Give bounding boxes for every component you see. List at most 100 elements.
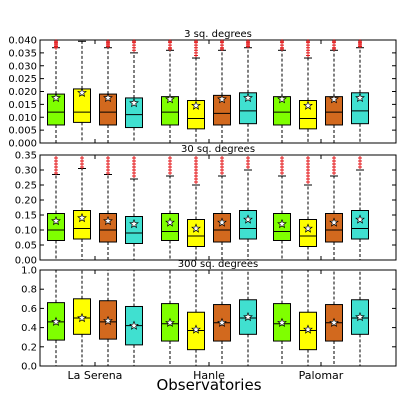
mean-marker [103,92,113,103]
box-la-serena-4 [125,39,143,144]
outlier-marker [168,156,172,160]
outlier-marker [332,39,336,44]
mean-marker [217,217,227,227]
y-tick-label: 0.25 [15,181,37,192]
box-palomar-3 [325,269,343,367]
box-hanle-3 [213,269,231,367]
outlier-marker [194,156,198,160]
outlier-marker [246,39,250,44]
box-body [213,213,231,243]
mean-marker [243,214,253,224]
box-hanle-4 [239,39,257,144]
y-tick-label: 0.8 [21,285,37,296]
y-tick-label: 1.0 [21,266,37,277]
panel-title: 3 sq. degrees [184,29,252,40]
outlier-marker [220,156,224,160]
box-la-serena-3 [99,39,117,144]
y-tick-label: 0.20 [15,196,37,207]
outlier-marker [194,39,198,44]
box-body [99,213,117,243]
box-body [187,219,205,247]
x-axis-title: Observatories [156,376,261,394]
y-tick-label: 0.05 [15,241,37,252]
y-tick-label: 0.005 [8,126,37,137]
outlier-marker [358,156,362,160]
box-body [73,210,91,240]
mean-marker [277,317,287,327]
mean-marker [243,311,253,322]
outlier-marker [54,156,58,160]
y-tick-label: 0.10 [15,226,37,237]
box-hanle-4 [239,156,257,261]
outlier-marker [80,156,84,160]
mean-marker [129,97,139,108]
outlier-marker [306,39,310,44]
y-tick-label: 0.035 [8,48,37,59]
box-body [161,213,179,241]
outlier-marker [54,39,58,44]
box-palomar-2 [299,269,317,367]
box-palomar-1 [273,39,291,144]
mean-marker [51,316,61,327]
panel-1: 3 sq. degrees 0.000 0.005 0.010 0.015 0.020 0.… [8,29,397,150]
box-hanle-1 [161,39,179,144]
mean-marker [165,94,175,104]
y-tick-label: 0.30 [15,166,37,177]
panel-title: 300 sq. degrees [178,259,258,270]
panel-2: 30 sq. degrees 0.00 0.05 0.10 0.15 0.20 0.25 0.… [15,144,397,267]
mean-marker [77,87,87,97]
box-la-serena-1 [47,39,65,144]
outlier-marker [280,156,284,160]
y-tick-label: 0.2 [21,342,37,353]
mean-marker [51,92,61,103]
box-la-serena-1 [47,156,65,261]
outlier-marker [332,156,336,160]
mean-marker [303,324,313,334]
box-palomar-4 [351,269,369,367]
mean-marker [129,218,139,229]
mean-marker [277,94,287,104]
mean-marker [355,311,365,322]
box-la-serena-2 [73,269,91,367]
y-tick-label: 0.020 [8,87,37,98]
box-la-serena-2 [73,40,91,144]
y-tick-label: 0.000 [8,139,37,150]
outlier-marker [132,156,136,160]
y-tick-label: 0.00 [15,256,37,267]
panel-title: 30 sq. degrees [181,144,255,155]
panel-3: 300 sq. degrees 0.0 0.2 0.4 0.6 0.8 1.0 [21,259,397,373]
category-label: La Serena [68,369,123,382]
outlier-marker [280,39,284,44]
y-tick-label: 0.030 [8,61,37,72]
box-palomar-2 [299,156,317,261]
box-la-serena-1 [47,269,65,367]
y-tick-label: 0.4 [21,323,37,334]
box-hanle-1 [161,269,179,367]
y-tick-label: 0.040 [8,36,37,47]
box-hanle-1 [161,156,179,261]
box-hanle-3 [213,156,231,261]
box-hanle-3 [213,39,231,144]
outlier-marker [106,39,110,44]
box-palomar-2 [299,39,317,144]
y-tick-label: 0.0 [21,362,37,373]
category-label: Hanle [193,369,225,382]
box-la-serena-2 [73,156,91,261]
outlier-marker [168,39,172,44]
box-hanle-2 [187,156,205,261]
outlier-marker [106,156,110,160]
mean-marker [217,94,227,104]
mean-marker [329,317,339,327]
box-la-serena-3 [99,269,117,367]
mean-marker [191,223,201,233]
y-tick-label: 0.6 [21,304,37,315]
box-body [239,210,257,240]
box-body [125,216,143,244]
y-tick-label: 0.010 [8,113,37,124]
mean-marker [191,324,201,334]
box-body [47,213,65,241]
mean-marker [217,317,227,327]
y-tick-label: 0.025 [8,74,37,85]
mean-marker [103,215,113,226]
